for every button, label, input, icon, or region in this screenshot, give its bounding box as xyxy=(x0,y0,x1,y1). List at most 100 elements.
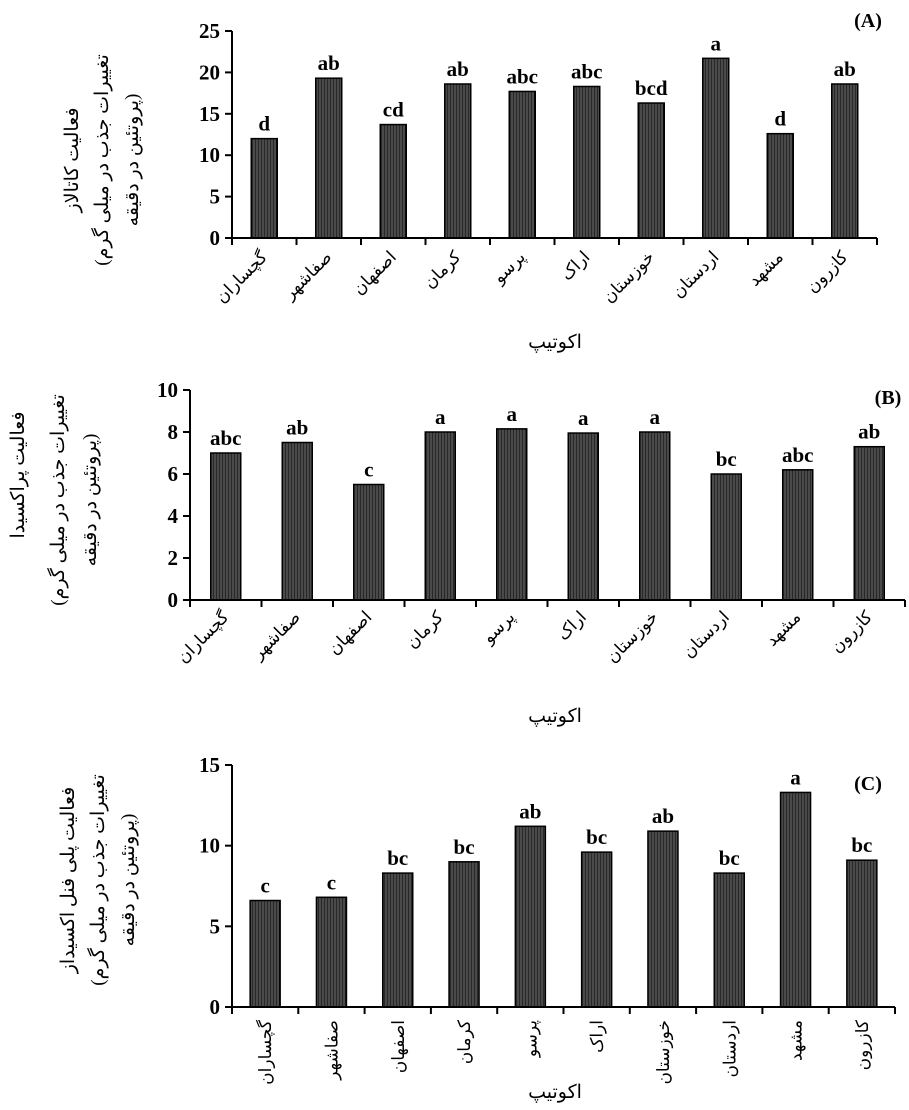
significance-letter: bc xyxy=(586,825,607,849)
significance-letter: abc xyxy=(571,59,603,83)
bar-letters-a: d ab cd ab abc abc bcd a d ab xyxy=(258,31,855,135)
x-category-label: کرمان xyxy=(455,1019,475,1064)
significance-letter: a xyxy=(790,765,801,789)
y-ticks-a: 0 5 10 15 20 25 xyxy=(199,19,232,250)
y-tick-label: 20 xyxy=(199,60,220,84)
x-category-label: اردستان xyxy=(668,247,723,302)
x-category-label: اصفهان xyxy=(349,247,401,299)
x-category-label: کازرون xyxy=(827,607,877,657)
significance-letter: ab xyxy=(519,799,541,823)
x-category-label: صفاشهر xyxy=(322,1020,342,1081)
x-category-label: اصفهان xyxy=(389,1020,409,1073)
bar xyxy=(496,428,528,601)
y-tick-label: 0 xyxy=(168,588,179,612)
chart-panel-a: فعالیت کاتالاز (تغییرات جذب در میلی گرم … xyxy=(62,10,882,353)
x-category-label: اراک xyxy=(553,607,590,644)
significance-letter: ab xyxy=(652,804,674,828)
bar xyxy=(639,431,671,601)
y-tick-label: 10 xyxy=(199,834,220,858)
x-axis-label-a: اکوتیپ xyxy=(528,332,582,353)
x-category-label: اردستان xyxy=(679,607,734,662)
x-category-labels-b: گچساران صفاشهر اصفهان کرمان پرسو اراک خوزستان ا… xyxy=(173,606,878,667)
chart-panel-c: فعالیت پلی فنل اکسیداز (تغییرات جذب در م… xyxy=(58,753,896,1103)
y-tick-label: 0 xyxy=(210,226,221,250)
y-axis-label-a: فعالیت کاتالاز (تغییرات جذب در میلی گرم … xyxy=(62,54,143,265)
bar xyxy=(514,825,547,1008)
x-axis-label-b: اکوتیپ xyxy=(528,706,582,727)
bar xyxy=(637,102,665,239)
bar xyxy=(508,90,536,239)
bar xyxy=(853,445,885,601)
bar xyxy=(831,83,859,239)
significance-letter: a xyxy=(578,406,589,430)
chart-panel-b: فعالیت پراکسیدا (تغییرات جذب در میلی گرم… xyxy=(8,378,906,727)
y-ticks-c: 0 5 10 15 xyxy=(199,753,232,1019)
x-category-label: اردستان xyxy=(720,1020,740,1078)
y-axis-label-line: (تغییرات جذب در میلی گرم xyxy=(86,774,109,985)
significance-letter: c xyxy=(327,870,336,894)
bar xyxy=(424,431,456,601)
x-category-label: اراک xyxy=(588,1020,608,1053)
significance-letter: bc xyxy=(454,835,475,859)
bar xyxy=(353,483,385,601)
y-axis-label-b: فعالیت پراکسیدا (تغییرات جذب در میلی گرم… xyxy=(8,394,101,605)
y-tick-label: 15 xyxy=(199,102,220,126)
y-axis-label-line: پروتئین در دقیقه) xyxy=(122,94,143,227)
y-tick-label: 15 xyxy=(199,753,220,777)
y-tick-label: 4 xyxy=(168,504,179,528)
y-axis-label-line: پروتئین در دقیقه) xyxy=(80,434,101,567)
y-axis-label-line: فعالیت پلی فنل اکسیداز xyxy=(58,787,79,975)
x-category-label: کرمان xyxy=(420,247,466,293)
bar xyxy=(846,859,878,1008)
significance-letter: ab xyxy=(858,420,880,444)
x-category-label: خوزستان xyxy=(654,1020,674,1085)
y-tick-label: 5 xyxy=(210,914,221,938)
bar xyxy=(702,57,730,239)
bar xyxy=(782,469,814,601)
x-category-label: مشهد xyxy=(787,1020,807,1061)
x-axis-label-c: اکوتیپ xyxy=(528,1082,582,1103)
significance-letter: ab xyxy=(318,51,340,75)
panel-label-b: (B) xyxy=(875,387,902,409)
x-category-label: کازرون xyxy=(853,1019,873,1070)
significance-letter: ab xyxy=(834,57,856,81)
y-tick-label: 10 xyxy=(157,378,178,402)
bar-letters-c: c c bc bc ab bc ab bc a bc xyxy=(260,765,872,897)
bar xyxy=(573,85,601,239)
bar xyxy=(779,791,812,1008)
x-category-label: گچساران xyxy=(173,606,234,667)
y-tick-label: 8 xyxy=(168,420,179,444)
panel-label-a: (A) xyxy=(854,10,882,32)
significance-letter: abc xyxy=(782,443,814,467)
x-category-label: پرسو xyxy=(478,607,519,648)
bar xyxy=(315,896,348,1008)
axes-a xyxy=(231,31,878,245)
bar xyxy=(281,441,313,601)
bar xyxy=(250,137,278,239)
bar xyxy=(567,432,599,601)
significance-letter: d xyxy=(258,112,270,136)
significance-letter: bc xyxy=(716,447,737,471)
significance-letter: c xyxy=(260,874,269,898)
panel-label-c: (C) xyxy=(854,773,882,795)
y-tick-label: 6 xyxy=(168,462,179,486)
x-category-label: اراک xyxy=(557,247,594,284)
x-category-label: پرسو xyxy=(521,1020,541,1058)
x-category-label: اصفهان xyxy=(324,607,376,659)
significance-letter: d xyxy=(774,107,786,131)
y-ticks-b: 0 2 4 6 8 10 xyxy=(157,378,190,612)
bar xyxy=(444,83,472,239)
bar xyxy=(580,851,613,1008)
significance-letter: cd xyxy=(383,98,404,122)
bars-c xyxy=(249,791,878,1008)
x-category-label: گچساران xyxy=(255,1019,276,1085)
y-tick-label: 25 xyxy=(199,19,220,43)
axes-c xyxy=(231,765,896,1014)
significance-letter: bcd xyxy=(635,76,668,100)
y-axis-label-line: (تغییرات جذب در میلی گرم xyxy=(90,54,113,265)
y-tick-label: 10 xyxy=(199,143,220,167)
significance-letter: bc xyxy=(851,833,872,857)
x-category-labels-a: گچساران صفاشهر اصفهان کرمان پرسو اراک خوزستان ا… xyxy=(211,246,853,307)
significance-letter: a xyxy=(711,31,722,55)
